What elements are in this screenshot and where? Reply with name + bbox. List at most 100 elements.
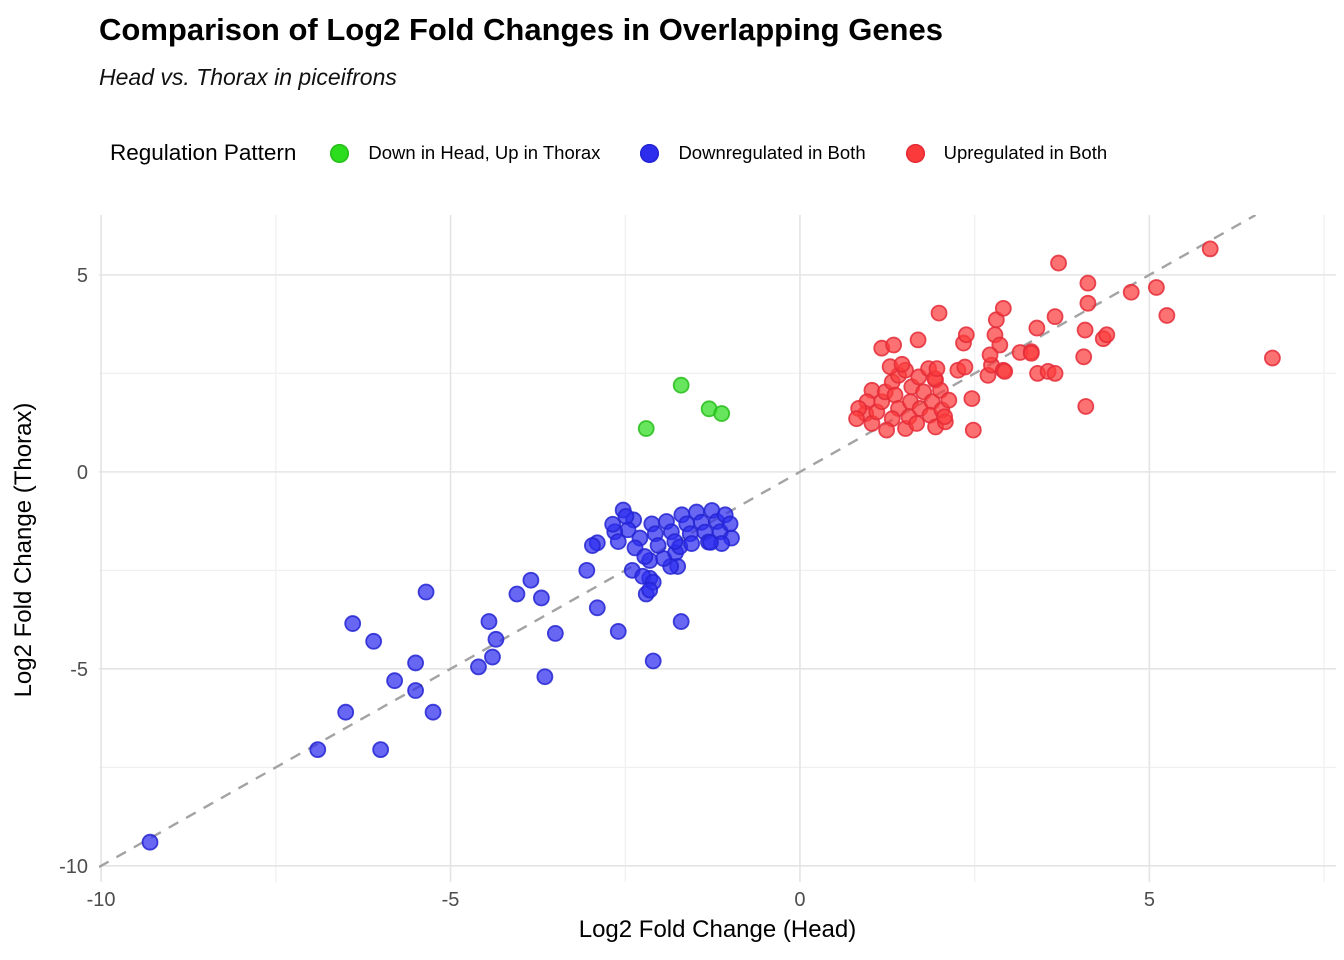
data-point [1079,294,1097,312]
data-point [981,346,999,364]
data-point [1022,344,1040,362]
data-point [1147,279,1165,296]
gridlines [99,215,1336,882]
data-point [672,376,690,394]
data-point [344,615,362,632]
x-tick-label: -10 [87,889,116,911]
legend-dot-icon [330,143,350,163]
data-point [1264,349,1281,367]
data-point [957,326,975,344]
data-point [1075,348,1093,366]
data-point [372,741,390,759]
data-point [588,599,606,617]
data-point [141,833,159,851]
data-point [666,533,684,551]
legend-dot-icon [905,143,925,163]
data-point [644,652,662,670]
legend-dot-icon [640,143,660,163]
data-point [424,703,442,721]
legend-item-1: Downregulated in Both [640,142,866,164]
legend-item-label: Down in Head, Up in Thorax [368,142,601,163]
data-point [337,703,355,721]
data-point [848,410,865,428]
data-point [1046,364,1064,382]
data-point [522,571,540,589]
data-point [536,668,554,686]
data-point [487,630,505,648]
data-point [480,613,498,630]
data-point [683,535,701,552]
series-points-2 [848,240,1281,439]
data-point [1046,308,1064,326]
data-point [994,299,1012,317]
data-point [407,682,424,699]
data-point [617,507,635,525]
data-point [963,390,981,407]
data-point [470,658,487,676]
data-point [1079,274,1097,292]
legend-item-2: Upregulated in Both [905,142,1108,164]
chart-subtitle: Head vs. Thorax in piceifrons [99,64,397,90]
y-tick-label: 0 [77,462,88,484]
data-point [909,331,927,349]
data-point [609,623,627,640]
data-point [637,420,655,437]
series-points-1 [141,501,740,851]
legend-item-0: Down in Head, Up in Thorax [330,142,600,164]
data-point [964,421,982,439]
data-point [930,304,948,322]
data-point [1158,307,1176,324]
data-point [584,537,601,554]
data-point [417,583,435,601]
series-points-0 [637,376,731,437]
data-point [885,336,903,354]
data-point [309,741,327,759]
x-tick-label: 0 [794,889,805,911]
legend-items: Down in Head, Up in Thorax Downregulated … [330,142,1147,164]
data-point [1201,240,1219,258]
data-point [1077,398,1095,415]
data-point [702,533,719,551]
data-point [532,589,550,607]
data-point [1076,321,1094,339]
y-tick-label: -10 [59,856,88,878]
chart-title: Comparison of Log2 Fold Changes in Overl… [99,12,943,47]
data-point [1098,326,1116,344]
data-point [484,648,501,666]
legend-item-label: Upregulated in Both [943,142,1108,163]
data-point [609,533,627,551]
y-axis-title: Log2 Fold Change (Thorax) [10,402,37,698]
data-point [508,585,526,603]
data-point [878,421,896,439]
data-point [721,515,739,533]
data-point [672,613,690,630]
data-point [940,391,958,409]
x-tick-label: -5 [442,889,460,911]
data-point [1122,283,1140,301]
data-point [936,408,954,426]
data-point [956,358,974,376]
data-point [636,548,654,565]
y-tick-label: 5 [77,265,88,287]
data-point [928,360,946,378]
data-point [578,561,596,579]
data-point [1028,319,1046,337]
x-tick-labels: -10 -5 0 5 [87,889,1155,911]
data-point [713,405,731,422]
data-point [386,672,404,690]
data-point [641,581,659,599]
x-tick-label: 5 [1144,889,1155,911]
data-point [546,625,564,642]
data-point [996,363,1014,380]
data-point [407,654,424,672]
data-point [365,632,383,650]
data-point [649,537,667,554]
data-point [991,336,1009,354]
y-tick-label: -5 [70,659,88,681]
data-point [893,355,911,373]
data-point [1050,254,1067,272]
x-axis-title: Log2 Fold Change (Head) [578,916,857,943]
y-tick-labels: 5 0 -5 -10 [59,265,88,878]
